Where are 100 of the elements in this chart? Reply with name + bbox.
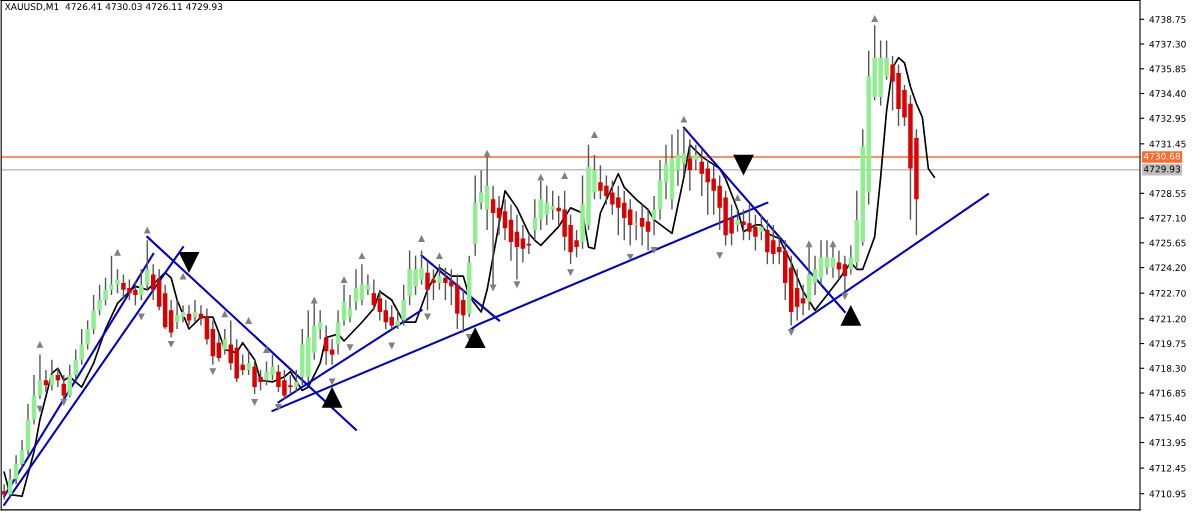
point (483, 149, 491, 157)
candlestick (85, 319, 90, 351)
point (36, 340, 44, 348)
y-tick-label: 4724.20 (1149, 264, 1186, 272)
candlestick (818, 239, 824, 286)
candlestick (532, 198, 538, 241)
point (209, 368, 217, 376)
y-tick-label: 4738.75 (1149, 16, 1186, 23)
y-tick-label: 4716.85 (1149, 389, 1186, 397)
point (716, 252, 724, 260)
point (787, 328, 795, 336)
candlestick (663, 144, 669, 201)
point (805, 240, 813, 248)
point (435, 252, 443, 260)
y-tick-label: 4728.55 (1149, 190, 1186, 197)
y-tick-label: 4715.40 (1149, 414, 1186, 422)
point (424, 313, 431, 321)
ref-line-label: 4729.93 (1143, 165, 1181, 173)
point (143, 226, 151, 234)
point (513, 281, 521, 289)
candlestick (115, 268, 120, 294)
candlestick (19, 439, 25, 470)
candlestick (812, 254, 818, 296)
candlestick (353, 268, 359, 311)
candlestick (1, 483, 7, 501)
y-tick-label: 4725.65 (1149, 239, 1186, 247)
candlestick (109, 254, 114, 296)
candlestick (377, 289, 383, 322)
point (245, 317, 253, 324)
point (871, 14, 879, 22)
candlestick (37, 353, 43, 400)
candlestick (824, 239, 830, 276)
y-tick-label: 4710.95 (1149, 490, 1186, 498)
point (590, 131, 598, 138)
y-tick-label: 4719.75 (1149, 340, 1186, 348)
candlestick (79, 328, 84, 366)
candlestick (687, 138, 693, 192)
point (650, 247, 658, 254)
y-tick-label: 4721.20 (1149, 315, 1186, 323)
point (178, 252, 200, 273)
candlestick (371, 278, 377, 311)
point (346, 344, 354, 352)
point (263, 346, 270, 353)
point (829, 240, 837, 248)
y-tick-label: 4712.45 (1149, 464, 1186, 472)
candlestick (103, 277, 108, 306)
candlestick (401, 283, 406, 327)
y-tick-label: 4735.85 (1149, 65, 1186, 73)
point (340, 276, 348, 284)
point (179, 272, 187, 280)
candlestick (437, 263, 442, 291)
y-tick-label: 4732.95 (1149, 115, 1186, 122)
point (251, 398, 259, 406)
point (734, 194, 742, 202)
y-tick-label: 4713.95 (1149, 439, 1186, 447)
candlestick (222, 328, 228, 356)
candlestick (633, 210, 639, 241)
y-tick-label: 4722.70 (1149, 289, 1186, 297)
candlestick (151, 263, 156, 301)
candlestick (294, 369, 299, 393)
point (464, 327, 486, 348)
candlestick (73, 348, 78, 381)
candlestick (794, 268, 800, 322)
candlestick (317, 309, 323, 340)
candlestick (395, 309, 400, 330)
y-tick-label: 4727.10 (1149, 214, 1186, 222)
point (561, 171, 569, 179)
point (358, 252, 366, 260)
candlestick (145, 239, 150, 291)
candlestick (97, 283, 102, 317)
point (321, 386, 343, 408)
y-tick-label: 4731.45 (1149, 140, 1186, 148)
point (537, 173, 545, 181)
point (36, 405, 44, 413)
ref-line-label: 4730.68 (1143, 152, 1181, 160)
point (274, 404, 282, 411)
point (113, 248, 121, 256)
point (840, 304, 862, 326)
point (680, 115, 688, 123)
point (167, 340, 175, 348)
y-tick-label: 4737.30 (1149, 40, 1186, 48)
point (418, 235, 426, 243)
candlestick (639, 203, 645, 247)
y-tick-label: 4718.30 (1149, 365, 1186, 372)
y-tick-label: 4734.40 (1149, 90, 1186, 98)
candlestick (848, 244, 854, 276)
candlestick (246, 348, 251, 376)
candlestick (91, 294, 96, 335)
point (567, 269, 575, 277)
candlestick (7, 468, 13, 499)
candlestick (735, 208, 740, 233)
point (733, 154, 754, 176)
point (841, 293, 849, 301)
candlestick (836, 249, 842, 281)
candlestick (759, 213, 764, 241)
candlestick (67, 364, 72, 398)
point (328, 378, 336, 386)
candlestick (139, 268, 144, 301)
chart-title: XAUUSD,M1 4726.41 4730.03 4726.11 4729.93 (4, 3, 223, 11)
candlestick (174, 299, 180, 330)
